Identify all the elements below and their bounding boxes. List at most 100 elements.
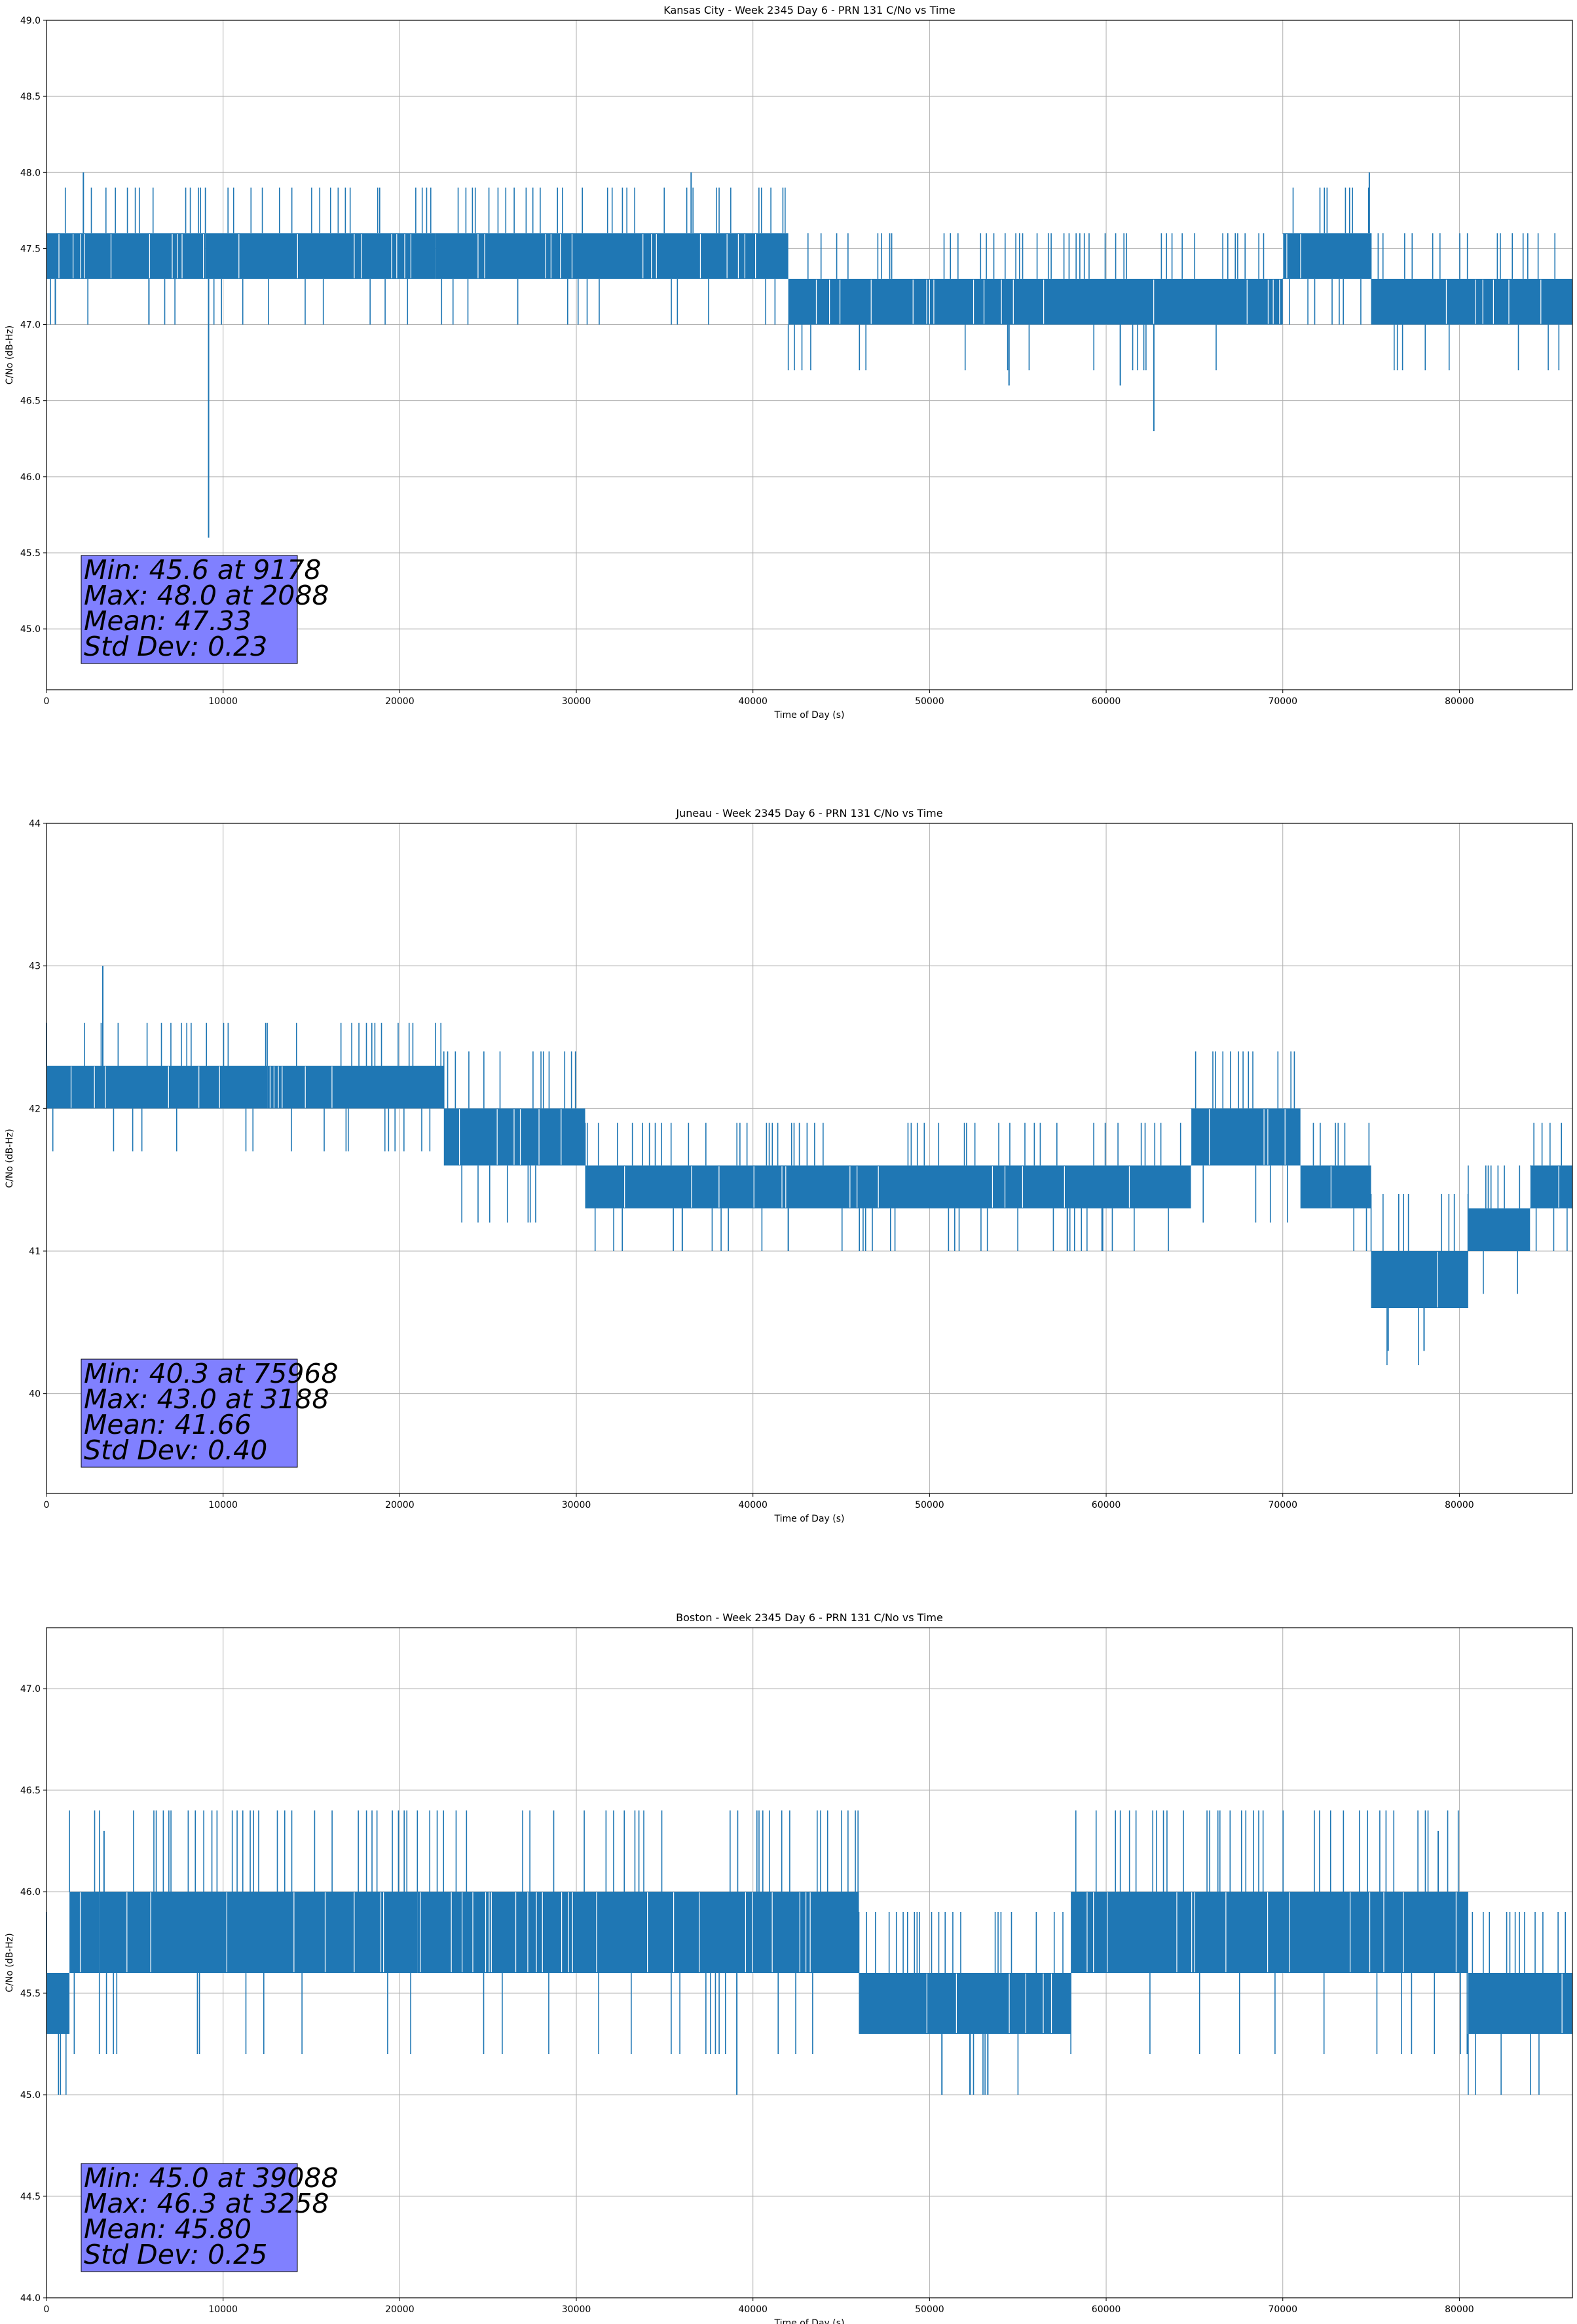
chart-title: Kansas City - Week 2345 Day 6 - PRN 131 … bbox=[663, 4, 955, 16]
y-tick-label: 43 bbox=[29, 962, 41, 972]
y-tick-label: 44 bbox=[29, 819, 41, 829]
series-band bbox=[205, 233, 436, 279]
x-tick-label: 50000 bbox=[915, 2304, 944, 2315]
y-tick-label: 46.5 bbox=[20, 1786, 41, 1796]
series-band bbox=[443, 1108, 585, 1166]
series-band bbox=[417, 1892, 806, 1973]
stats-line: Max: 43.0 at 3188 bbox=[84, 1383, 329, 1415]
x-tick-label: 40000 bbox=[738, 1500, 768, 1510]
series-band bbox=[46, 1066, 268, 1109]
x-tick-label: 10000 bbox=[208, 696, 238, 707]
x-tick-label: 80000 bbox=[1445, 2304, 1474, 2315]
x-tick-label: 70000 bbox=[1268, 696, 1297, 707]
y-tick-label: 44.0 bbox=[20, 2293, 41, 2304]
series-line bbox=[46, 965, 1572, 1366]
chart-title: Boston - Week 2345 Day 6 - PRN 131 C/No … bbox=[676, 1611, 943, 1624]
series-band bbox=[267, 1066, 444, 1109]
x-axis-label: Time of Day (s) bbox=[774, 710, 845, 721]
stats-line: Mean: 45.80 bbox=[84, 2213, 251, 2245]
y-tick-label: 48.5 bbox=[20, 92, 41, 102]
series-band bbox=[788, 278, 1283, 325]
stats-line: Mean: 47.33 bbox=[84, 605, 251, 637]
x-tick-label: 20000 bbox=[385, 2304, 415, 2315]
x-tick-label: 80000 bbox=[1445, 696, 1474, 707]
series-band bbox=[46, 233, 206, 279]
y-tick-label: 45.0 bbox=[20, 624, 41, 635]
series-band bbox=[859, 1973, 1071, 2034]
series-band bbox=[1468, 1208, 1531, 1251]
y-tick-label: 40 bbox=[29, 1389, 41, 1400]
x-tick-label: 50000 bbox=[915, 1500, 944, 1510]
y-axis-label: C/No (dB-Hz) bbox=[5, 1933, 15, 1992]
y-tick-label: 47.0 bbox=[20, 320, 41, 331]
stats-line: Mean: 41.66 bbox=[84, 1409, 251, 1440]
x-tick-label: 70000 bbox=[1268, 2304, 1297, 2315]
y-axis-label: C/No (dB-Hz) bbox=[5, 1129, 15, 1188]
series-band bbox=[1530, 1165, 1572, 1209]
series-band bbox=[1371, 1250, 1468, 1309]
x-axis-label: Time of Day (s) bbox=[774, 2318, 845, 2324]
y-tick-label: 47.0 bbox=[20, 1684, 41, 1695]
stats-line: Max: 46.3 at 3258 bbox=[84, 2188, 329, 2219]
y-tick-label: 44.5 bbox=[20, 2192, 41, 2202]
x-tick-label: 70000 bbox=[1268, 1500, 1297, 1510]
y-tick-label: 46.0 bbox=[20, 472, 41, 483]
stats-box bbox=[81, 2163, 298, 2272]
y-tick-label: 42 bbox=[29, 1104, 41, 1114]
x-tick-label: 60000 bbox=[1092, 1500, 1121, 1510]
plot-frame bbox=[46, 823, 1573, 1494]
x-tick-label: 60000 bbox=[1092, 2304, 1121, 2315]
x-tick-label: 0 bbox=[44, 2304, 50, 2315]
y-tick-label: 49.0 bbox=[20, 16, 41, 26]
x-tick-label: 40000 bbox=[738, 696, 768, 707]
x-axis-label: Time of Day (s) bbox=[774, 1514, 845, 1524]
series-line bbox=[46, 1810, 1572, 2095]
x-tick-label: 0 bbox=[44, 1500, 50, 1510]
stats-line: Min: 40.3 at 75968 bbox=[84, 1358, 339, 1389]
x-tick-label: 80000 bbox=[1445, 1500, 1474, 1510]
x-tick-label: 20000 bbox=[385, 696, 415, 707]
stats-box bbox=[81, 1359, 298, 1468]
series-band bbox=[69, 1892, 100, 1973]
x-tick-label: 20000 bbox=[385, 1500, 415, 1510]
x-tick-label: 40000 bbox=[738, 2304, 768, 2315]
y-tick-label: 45.0 bbox=[20, 2090, 41, 2101]
chart-panel-0: 0 10000 20000 30000 40000 50000 60000 70000 8000… bbox=[5, 4, 1573, 721]
y-tick-label: 47.5 bbox=[20, 244, 41, 254]
x-tick-label: 10000 bbox=[208, 1500, 238, 1510]
stats-line: Std Dev: 0.23 bbox=[84, 631, 267, 662]
series-line bbox=[46, 172, 1572, 538]
x-tick-label: 10000 bbox=[208, 2304, 238, 2315]
x-tick-label: 30000 bbox=[562, 696, 591, 707]
y-tick-label: 46.5 bbox=[20, 396, 41, 407]
stats-box bbox=[81, 555, 298, 664]
stats-line: Max: 48.0 at 2088 bbox=[84, 580, 329, 611]
x-tick-label: 0 bbox=[44, 696, 50, 707]
series-band bbox=[435, 233, 788, 279]
y-axis-label: C/No (dB-Hz) bbox=[5, 326, 15, 384]
y-tick-label: 45.5 bbox=[20, 1989, 41, 1999]
y-tick-label: 46.0 bbox=[20, 1887, 41, 1898]
series-band bbox=[1371, 278, 1572, 325]
series-band bbox=[1300, 1165, 1371, 1209]
series-band bbox=[1191, 1108, 1301, 1166]
chart-title: Juneau - Week 2345 Day 6 - PRN 131 C/No … bbox=[675, 807, 942, 819]
y-tick-label: 45.5 bbox=[20, 548, 41, 559]
plot-frame bbox=[46, 1627, 1573, 2298]
chart-panel-2: 0 10000 20000 30000 40000 50000 60000 70000 8000… bbox=[5, 1611, 1573, 2324]
series-band bbox=[806, 1892, 859, 1973]
stats-line: Min: 45.0 at 39088 bbox=[84, 2162, 339, 2194]
y-tick-label: 48.0 bbox=[20, 168, 41, 178]
series-band bbox=[1282, 233, 1371, 279]
series-band bbox=[1071, 1892, 1468, 1973]
series-band bbox=[1468, 1973, 1572, 2034]
x-tick-label: 30000 bbox=[562, 2304, 591, 2315]
series-band bbox=[46, 1973, 70, 2034]
stats-line: Std Dev: 0.25 bbox=[84, 2239, 267, 2270]
y-tick-label: 41 bbox=[29, 1246, 41, 1257]
series-band bbox=[99, 1892, 418, 1973]
plot-frame bbox=[46, 20, 1573, 690]
x-tick-label: 60000 bbox=[1092, 696, 1121, 707]
chart-panel-1: 0 10000 20000 30000 40000 50000 60000 70000 8000… bbox=[5, 807, 1573, 1524]
